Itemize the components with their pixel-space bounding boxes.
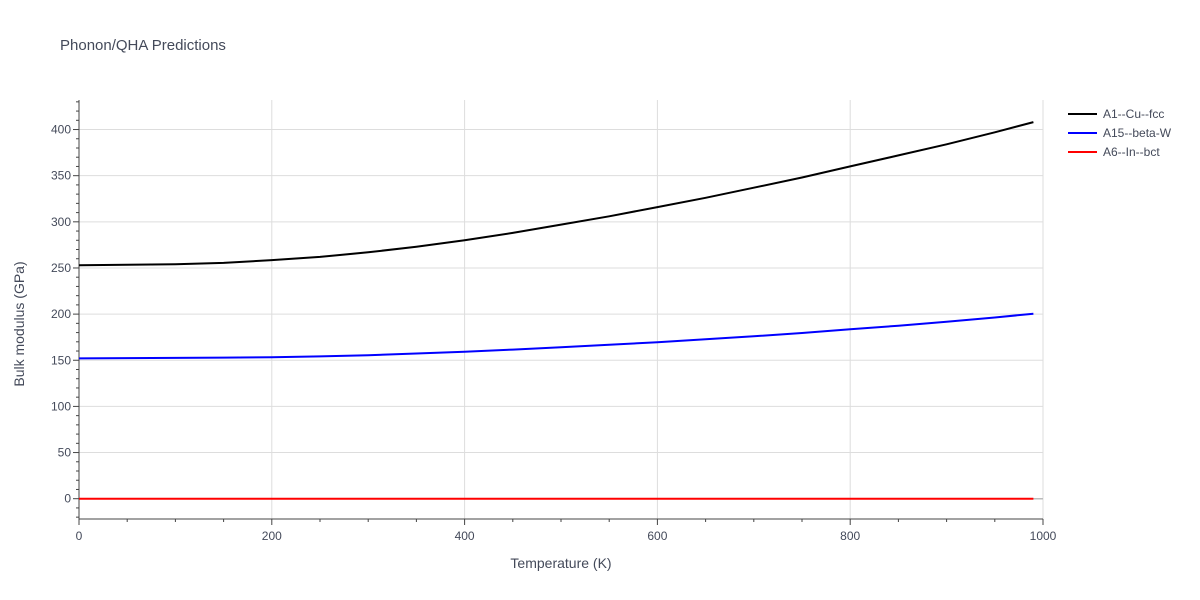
x-tick-label: 800: [840, 529, 860, 543]
x-tick-label: 400: [455, 529, 475, 543]
series-line-a15-beta-w: [78, 312, 1034, 360]
x-tick-label: 0: [76, 529, 83, 543]
y-tick-label: 350: [51, 169, 71, 183]
y-tick-label: 250: [51, 261, 71, 275]
legend-label-a1-cu-fcc: A1--Cu--fcc: [1103, 107, 1164, 121]
tick-labels: 0 200 400 600 800 1000 0 50 100 150 200 250 300 350 40…: [51, 123, 1057, 543]
x-tick-label: 600: [647, 529, 667, 543]
y-tick-label: 100: [51, 399, 71, 413]
series-line-a1-cu-fcc: [78, 121, 1034, 267]
legend-label-a15-beta-w: A15--beta-W: [1103, 126, 1172, 140]
axes: [73, 100, 1044, 525]
grid: [79, 100, 1044, 519]
chart-title: Phonon/QHA Predictions: [60, 37, 226, 54]
y-axis-title: Bulk modulus (GPa): [11, 261, 27, 386]
x-axis-title: Temperature (K): [510, 555, 611, 571]
series-lines: [78, 121, 1034, 500]
y-tick-label: 150: [51, 353, 71, 367]
x-tick-label: 1000: [1030, 529, 1057, 543]
legend-label-a6-in-bct: A6--In--bct: [1103, 145, 1160, 159]
y-tick-label: 0: [64, 492, 71, 506]
legend: A1--Cu--fcc A15--beta-W A6--In--bct: [1068, 107, 1172, 159]
y-tick-label: 400: [51, 123, 71, 137]
y-tick-label: 300: [51, 215, 71, 229]
y-tick-label: 200: [51, 307, 71, 321]
x-tick-label: 200: [262, 529, 282, 543]
y-tick-label: 50: [58, 446, 72, 460]
